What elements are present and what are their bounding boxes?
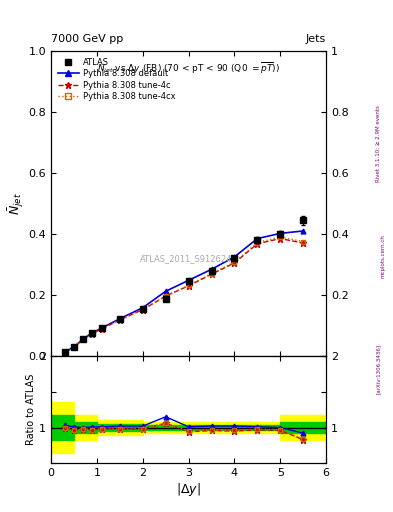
Text: 7000 GeV pp: 7000 GeV pp [51, 33, 123, 44]
Y-axis label: $\bar{N}_{jet}$: $\bar{N}_{jet}$ [6, 192, 26, 215]
Text: mcplots.cern.ch: mcplots.cern.ch [381, 234, 386, 278]
X-axis label: |$\Delta y$|: |$\Delta y$| [176, 481, 201, 498]
Text: Jets: Jets [306, 33, 326, 44]
Text: [arXiv:1306.3436]: [arXiv:1306.3436] [376, 344, 380, 394]
Legend: ATLAS, Pythia 8.308 default, Pythia 8.308 tune-4c, Pythia 8.308 tune-4cx: ATLAS, Pythia 8.308 default, Pythia 8.30… [55, 55, 178, 104]
Text: ATLAS_2011_S9126244: ATLAS_2011_S9126244 [140, 254, 237, 263]
Text: Rivet 3.1.10; ≥ 2.9M events: Rivet 3.1.10; ≥ 2.9M events [376, 105, 380, 182]
Text: $N_{jet}$ vs $\Delta y$ (FB) (70 < pT < 90 (Q0 $=\overline{pT}$)): $N_{jet}$ vs $\Delta y$ (FB) (70 < pT < … [97, 60, 280, 76]
Y-axis label: Ratio to ATLAS: Ratio to ATLAS [26, 374, 36, 445]
